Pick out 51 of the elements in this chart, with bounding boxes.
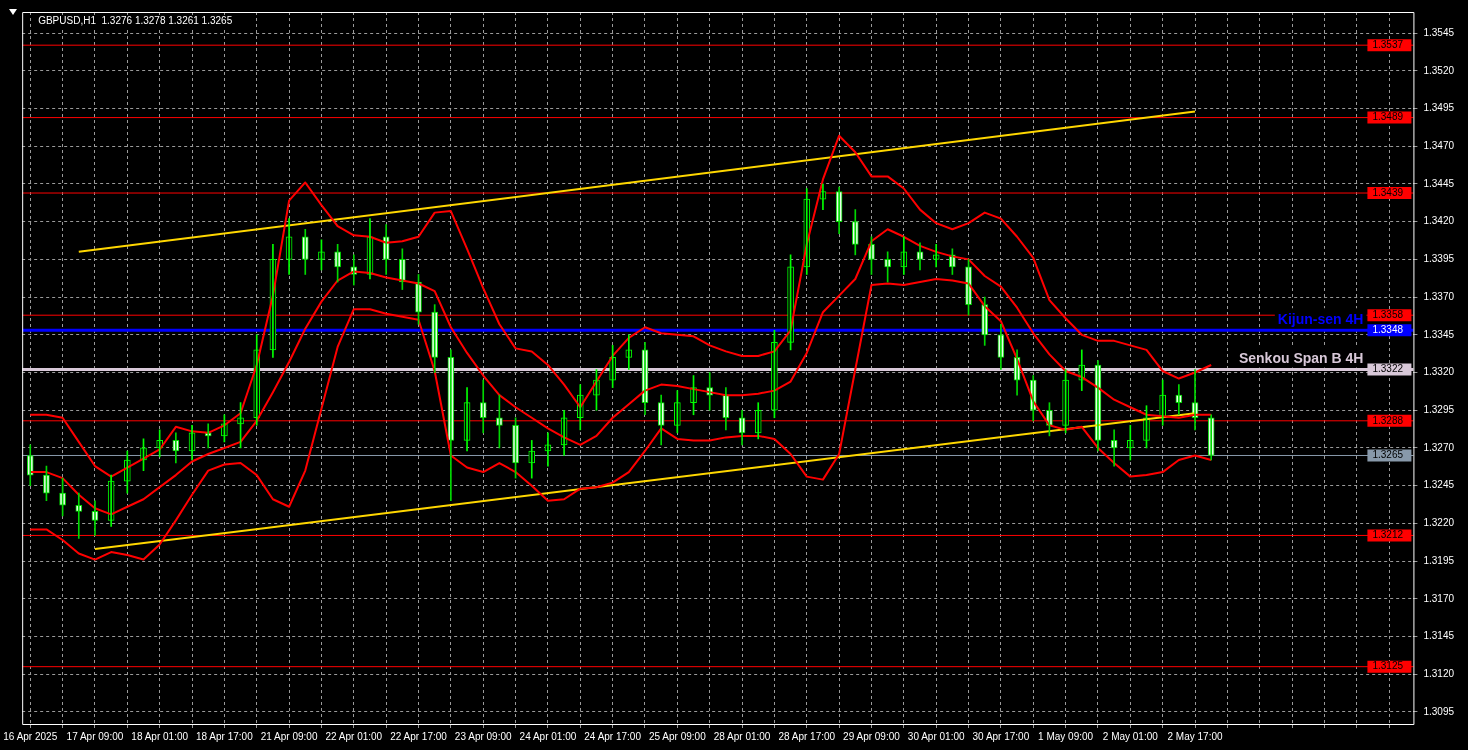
- annotation: Senkou Span B 4H: [1238, 350, 1364, 367]
- y-tick-label: 1.3270: [1423, 441, 1455, 453]
- y-tick-label: 1.3145: [1423, 630, 1455, 642]
- y-tick-label: 1.3295: [1423, 403, 1455, 415]
- x-tick-label: 23 Apr 09:00: [454, 730, 513, 742]
- ref-line-label: 1.3439: [1372, 186, 1404, 198]
- x-tick-label: 30 Apr 01:00: [907, 730, 965, 742]
- ref-line-label: 1.3212: [1372, 529, 1404, 541]
- x-tick-label: 25 Apr 09:00: [648, 730, 707, 742]
- x-tick-label: 30 Apr 17:00: [972, 730, 1030, 742]
- y-tick-label: 1.3345: [1423, 328, 1455, 340]
- x-tick-label: 22 Apr 01:00: [325, 730, 383, 742]
- y-tick-label: 1.3320: [1423, 366, 1455, 378]
- x-tick-label: 24 Apr 01:00: [519, 730, 577, 742]
- y-tick-label: 1.3170: [1423, 592, 1455, 604]
- y-tick-label: 1.3495: [1423, 102, 1455, 114]
- y-tick-label: 1.3095: [1423, 705, 1455, 717]
- y-tick-label: 1.3220: [1423, 517, 1455, 529]
- ref-line-label: 1.3489: [1372, 111, 1404, 123]
- y-tick-label: 1.3370: [1423, 290, 1455, 302]
- ref-line-label: 1.3288: [1372, 414, 1404, 426]
- y-tick-label: 1.3245: [1423, 479, 1455, 491]
- y-tick-label: 1.3395: [1423, 253, 1455, 265]
- annotation: Kijun-sen 4H: [1277, 311, 1364, 328]
- ref-line-label: 1.3322: [1372, 363, 1404, 375]
- y-tick-label: 1.3420: [1423, 215, 1455, 227]
- ref-line-label: 1.3348: [1372, 324, 1404, 336]
- x-tick-label: 16 Apr 2025: [3, 730, 58, 742]
- x-tick-label: 29 Apr 09:00: [843, 730, 901, 742]
- x-tick-label: 24 Apr 17:00: [584, 730, 642, 742]
- ref-line-label: 1.3358: [1372, 308, 1404, 320]
- x-tick-label: 18 Apr 01:00: [131, 730, 189, 742]
- ref-line-label: 1.3265: [1372, 449, 1404, 461]
- x-tick-label: 2 May 01:00: [1102, 730, 1159, 742]
- ref-line-label: 1.3125: [1372, 660, 1404, 672]
- y-tick-label: 1.3445: [1423, 177, 1455, 189]
- x-tick-label: 2 May 17:00: [1167, 730, 1223, 742]
- x-tick-label: 28 Apr 17:00: [778, 730, 836, 742]
- y-tick-label: 1.3470: [1423, 140, 1455, 151]
- chart-title: GBPUSD,H1 1.3276 1.3278 1.3261 1.3265: [38, 14, 233, 26]
- x-tick-label: 28 Apr 01:00: [713, 730, 771, 742]
- x-tick-label: 1 May 09:00: [1038, 730, 1094, 742]
- x-tick-label: 18 Apr 17:00: [196, 730, 254, 742]
- x-tick-label: 22 Apr 17:00: [390, 730, 448, 742]
- y-tick-label: 1.3545: [1423, 26, 1455, 38]
- x-tick-label: 17 Apr 09:00: [66, 730, 124, 742]
- y-tick-label: 1.3520: [1423, 64, 1455, 76]
- x-tick-label: 21 Apr 09:00: [260, 730, 318, 742]
- ref-line-label: 1.3537: [1372, 38, 1404, 50]
- y-tick-label: 1.3195: [1423, 554, 1455, 566]
- y-tick-label: 1.3120: [1423, 667, 1455, 679]
